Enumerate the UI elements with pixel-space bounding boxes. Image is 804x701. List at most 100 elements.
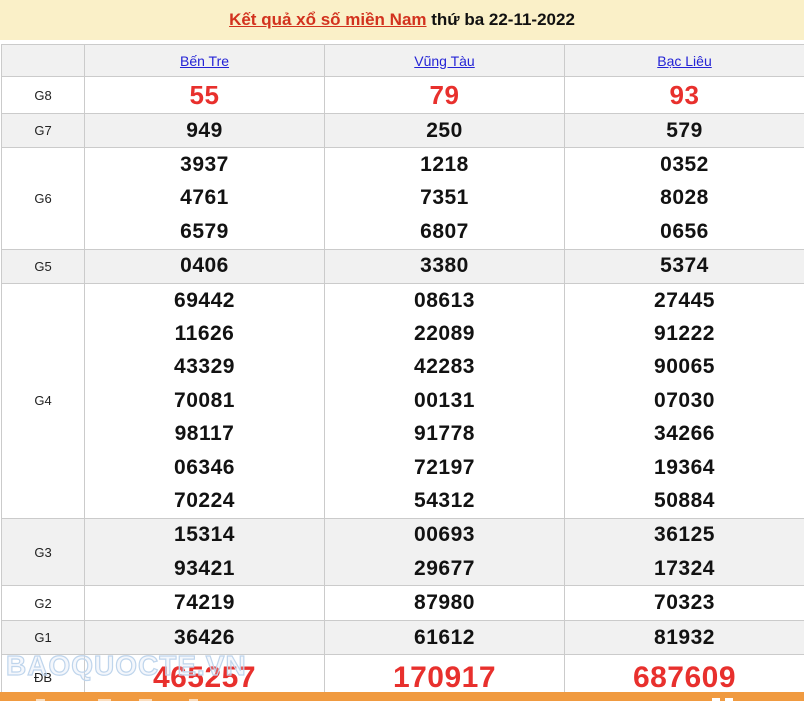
prize-row-g8: G8 55 79 93 [1,76,804,114]
prize-number: 3937 [180,153,229,177]
cutoff-text-fragment [98,699,111,701]
province-link[interactable]: Vũng Tàu [414,52,475,69]
prize-label: G4 [1,282,85,519]
prize-cell: 70323 [564,585,804,621]
prize-number: 4761 [180,186,229,210]
prize-cell: 579 [564,112,804,149]
prize-number: 1218 [420,153,469,177]
cutoff-text-fragment [712,698,720,701]
prize-cell: 36125 17324 [564,517,804,587]
prize-row-g3: G3 15314 93421 00693 29677 36125 17324 [1,517,804,587]
prize-cell: 27445 91222 90065 07030 34266 19364 50884 [564,282,804,519]
prize-number: 55 [189,79,220,110]
prize-number: 19364 [654,455,715,479]
prize-number: 11626 [174,322,235,346]
prize-number: 250 [426,118,463,142]
prize-number: 74219 [174,591,235,615]
results-table: Bến Tre Vũng Tàu Bạc Liêu G8 55 79 93 G7 949 250… [1,44,804,701]
prize-number: 70081 [174,388,235,412]
prize-number: 43329 [174,355,235,379]
prize-label: G2 [1,585,85,621]
prize-number: 98117 [174,422,235,446]
prize-row-g4: G4 69442 11626 43329 70081 98117 06346 70224 086… [1,282,804,519]
prize-number: 36125 [654,523,715,547]
cutoff-text-fragment [725,698,733,701]
prize-row-g6: G6 3937 4761 6579 1218 7351 6807 0352 8028 0656 [1,147,804,250]
prize-number: 69442 [174,288,235,312]
prize-row-g5: G5 0406 3380 5374 [1,248,804,284]
prize-cell: 250 [324,112,565,149]
prize-row-g7: G7 949 250 579 [1,112,804,149]
prize-row-g2: G2 74219 87980 70323 [1,585,804,621]
corner-cell [1,44,85,77]
province-header-cell: Bến Tre [84,44,325,77]
page-title-date: thứ ba 22-11-2022 [431,10,575,29]
prize-cell: 0352 8028 0656 [564,147,804,250]
prize-number: 7351 [420,186,469,210]
prize-number: 50884 [654,488,715,512]
prize-number: 72197 [414,455,475,479]
prize-number: 70323 [654,591,715,615]
prize-number: 93421 [174,556,235,580]
prize-number: 5374 [660,254,709,278]
province-link[interactable]: Bạc Liêu [657,52,712,69]
page-title-link[interactable]: Kết quả xổ số miền Nam [229,10,427,29]
province-link[interactable]: Bến Tre [179,52,230,69]
next-section-bar [0,692,804,701]
province-header-cell: Vũng Tàu [324,44,565,77]
prize-cell: 93 [564,76,804,114]
prize-number: 949 [186,118,223,142]
prize-number: 81932 [654,625,715,649]
prize-cell: 79 [324,76,565,114]
prize-number: 87980 [414,591,475,615]
prize-number: 08613 [414,288,475,312]
prize-cell: 74219 [84,585,325,621]
prize-number: 0406 [180,254,229,278]
prize-number: 15314 [174,523,235,547]
page-header: Kết quả xổ số miền Nam thứ ba 22-11-2022 [0,0,804,40]
prize-cell: 36426 [84,619,325,656]
prize-number: 93 [669,79,700,110]
province-header-row: Bến Tre Vũng Tàu Bạc Liêu [1,44,804,77]
prize-number: 22089 [414,322,475,346]
prize-number: 06346 [174,455,235,479]
prize-number: 29677 [414,556,475,580]
prize-number: 36426 [174,625,235,649]
prize-number: 6807 [420,219,469,243]
prize-number: 54312 [414,488,475,512]
prize-cell: 08613 22089 42283 00131 91778 72197 54312 [324,282,565,519]
prize-cell: 5374 [564,248,804,284]
results-table-body: G8 55 79 93 G7 949 250 579 G6 3937 4761 6579 1218 735… [1,76,804,701]
province-header-cell: Bạc Liêu [564,44,804,77]
prize-label: G3 [1,517,85,587]
prize-number: 07030 [654,388,715,412]
prize-number: 687609 [632,660,737,694]
prize-number: 91222 [654,322,715,346]
prize-cell: 15314 93421 [84,517,325,587]
prize-label: G1 [1,619,85,656]
prize-label: G5 [1,248,85,284]
results-table-wrapper: Bến Tre Vũng Tàu Bạc Liêu G8 55 79 93 G7 949 250… [0,44,804,701]
prize-cell: 00693 29677 [324,517,565,587]
prize-number: 00693 [414,523,475,547]
prize-cell: 0406 [84,248,325,284]
prize-number: 465257 [152,660,257,694]
prize-number: 90065 [654,355,715,379]
prize-number: 6579 [180,219,229,243]
prize-number: 8028 [660,186,709,210]
prize-cell: 55 [84,76,325,114]
prize-cell: 1218 7351 6807 [324,147,565,250]
prize-number: 34266 [654,422,715,446]
prize-number: 17324 [654,556,715,580]
cutoff-text-fragment [189,699,198,701]
prize-number: 0352 [660,153,709,177]
prize-cell: 81932 [564,619,804,656]
prize-number: 91778 [414,422,475,446]
cutoff-text-fragment [139,699,152,701]
prize-number: 79 [429,79,460,110]
prize-number: 61612 [414,625,475,649]
prize-number: 00131 [414,388,475,412]
prize-number: 27445 [654,288,715,312]
prize-label: G7 [1,112,85,149]
prize-cell: 61612 [324,619,565,656]
